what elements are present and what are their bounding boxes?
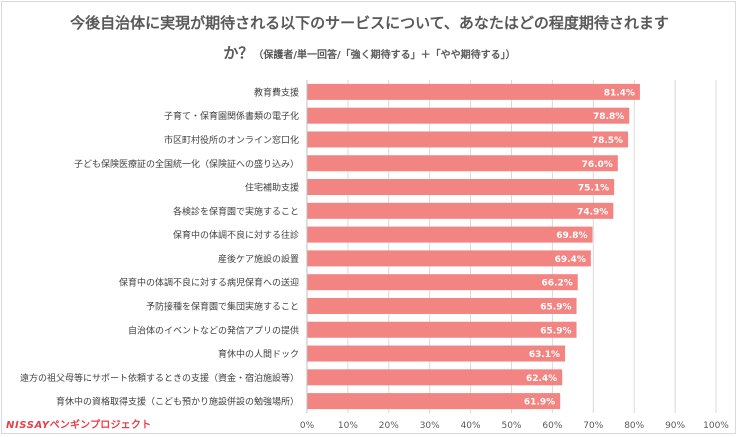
bar <box>307 274 578 291</box>
bar <box>307 155 618 172</box>
chart-title-continuation: か？ <box>223 44 254 62</box>
x-tick-label: 20% <box>379 421 399 431</box>
bar <box>307 393 561 410</box>
x-tick-label: 70% <box>583 421 603 431</box>
x-tick-label: 80% <box>624 421 644 431</box>
data-label: 74.9% <box>577 207 608 217</box>
category-label: 各検診を保育園で実施すること <box>173 205 299 217</box>
logo-project: ペンギンプロジェクト <box>49 420 152 431</box>
category-label: 育休中の人間ドック <box>218 348 299 360</box>
category-label: 市区町村役所のオンライン窓口化 <box>164 134 299 146</box>
category-label: 育休中の資格取得支援（こども預かり施設併設の勉強場所） <box>56 396 299 408</box>
bar <box>307 321 577 338</box>
data-label: 62.4% <box>526 374 557 384</box>
x-tick-label: 10% <box>338 421 358 431</box>
logo-brand: NISSAY <box>6 420 50 431</box>
nissay-logo: NISSAYペンギンプロジェクト <box>6 416 151 431</box>
data-label: 81.4% <box>604 88 635 98</box>
data-label: 75.1% <box>578 184 609 194</box>
bar <box>307 202 614 219</box>
data-label: 65.9% <box>540 302 571 312</box>
bar <box>307 345 566 362</box>
x-tick-label: 30% <box>420 421 440 431</box>
data-label: 69.8% <box>556 231 587 241</box>
bar <box>307 179 615 196</box>
x-tick-label: 40% <box>461 421 481 431</box>
bar <box>307 250 591 267</box>
x-tick-label: 100% <box>703 421 729 431</box>
bar <box>307 83 640 100</box>
category-label: 保育中の体調不良に対する病児保育への送迎 <box>119 277 299 289</box>
chart-subtitle: （保護者/単一回答/「強く期待する」＋「やや期待する」） <box>253 50 516 61</box>
category-label: 子育て・保育園関係書類の電子化 <box>164 110 299 122</box>
data-label: 69.4% <box>555 255 586 265</box>
data-label: 76.0% <box>582 160 613 170</box>
x-tick-label: 50% <box>501 421 521 431</box>
x-tick-label: 90% <box>665 421 685 431</box>
category-label: 自治体のイベントなどの発信アプリの提供 <box>128 324 299 336</box>
data-label: 78.5% <box>592 136 623 146</box>
category-label: 教育費支援 <box>254 86 299 98</box>
bar <box>307 297 577 314</box>
category-label: 産後ケア施設の設置 <box>218 253 299 265</box>
data-label: 65.9% <box>540 326 571 336</box>
data-label: 61.9% <box>524 398 555 408</box>
bar <box>307 107 630 124</box>
data-label: 63.1% <box>529 350 560 360</box>
data-label: 66.2% <box>542 279 573 289</box>
chart-title: 今後自治体に実現が期待される以下のサービスについて、あなたはどの程度期待されます <box>70 14 669 32</box>
bar <box>307 226 593 243</box>
bar <box>307 131 629 148</box>
category-label: 予防接種を保育園で集団実施すること <box>146 300 299 312</box>
data-label: 78.8% <box>593 112 624 122</box>
bar <box>307 369 563 386</box>
x-tick-label: 0% <box>300 421 315 431</box>
x-tick-label: 60% <box>542 421 562 431</box>
category-label: 遠方の祖父母等にサポート依頼するときの支援（資金・宿泊施設等） <box>20 372 299 384</box>
chart-title-line2: か？（保護者/単一回答/「強く期待する」＋「やや期待する」） <box>0 42 739 63</box>
category-label: 住宅補助支援 <box>245 182 299 194</box>
category-label: 保育中の体調不良に対する往診 <box>173 229 299 241</box>
category-label: 子ども保険医療証の全国統一化（保険証への盛り込み） <box>74 158 299 170</box>
